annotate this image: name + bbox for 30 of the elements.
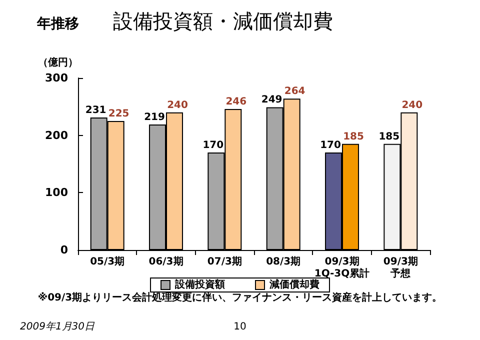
text: 10 <box>234 322 246 332</box>
x-tick-label: 05/3期 <box>90 256 125 268</box>
data-label: 249 <box>261 94 282 106</box>
x-tick-label: 08/3期 <box>266 256 301 268</box>
legend-label: 設備投資額 <box>174 278 225 290</box>
data-label: 264 <box>284 86 306 98</box>
chart-subtitle: 年推移 <box>36 16 79 32</box>
y-tick-label: 0 <box>60 244 68 256</box>
y-tick-label: 300 <box>45 72 68 84</box>
data-label: 219 <box>144 112 165 123</box>
legend-label: 減価償却費 <box>268 278 320 290</box>
data-label: 170 <box>202 140 224 152</box>
data-label: 246 <box>226 96 247 108</box>
y-tick-label: 200 <box>45 128 68 142</box>
data-label: 240 <box>402 100 423 111</box>
x-tick-label: 07/3期 <box>207 256 242 268</box>
data-label: 185 <box>378 131 400 142</box>
data-label: 185 <box>343 131 364 142</box>
data-label: 225 <box>108 108 130 120</box>
x-tick-label: 09/3期1Q-3Q累計 <box>314 256 370 280</box>
x-tick-label: 06/3期 <box>148 256 184 268</box>
data-label: 170 <box>320 140 341 152</box>
data-label: 240 <box>167 100 188 111</box>
text: ※09/3期よりリース会計処理変更に伴い、ファイナンス・リース資産を計上しています。 <box>38 292 442 304</box>
data-label: 231 <box>85 105 106 116</box>
y-axis-title: （億円） <box>38 56 78 68</box>
y-tick-label: 100 <box>45 186 68 200</box>
text: 2009年1月30日 <box>20 320 96 332</box>
x-tick-label: 09/3期予想 <box>383 256 418 280</box>
chart-title: 設備投資額・減価償却費 <box>113 9 333 33</box>
